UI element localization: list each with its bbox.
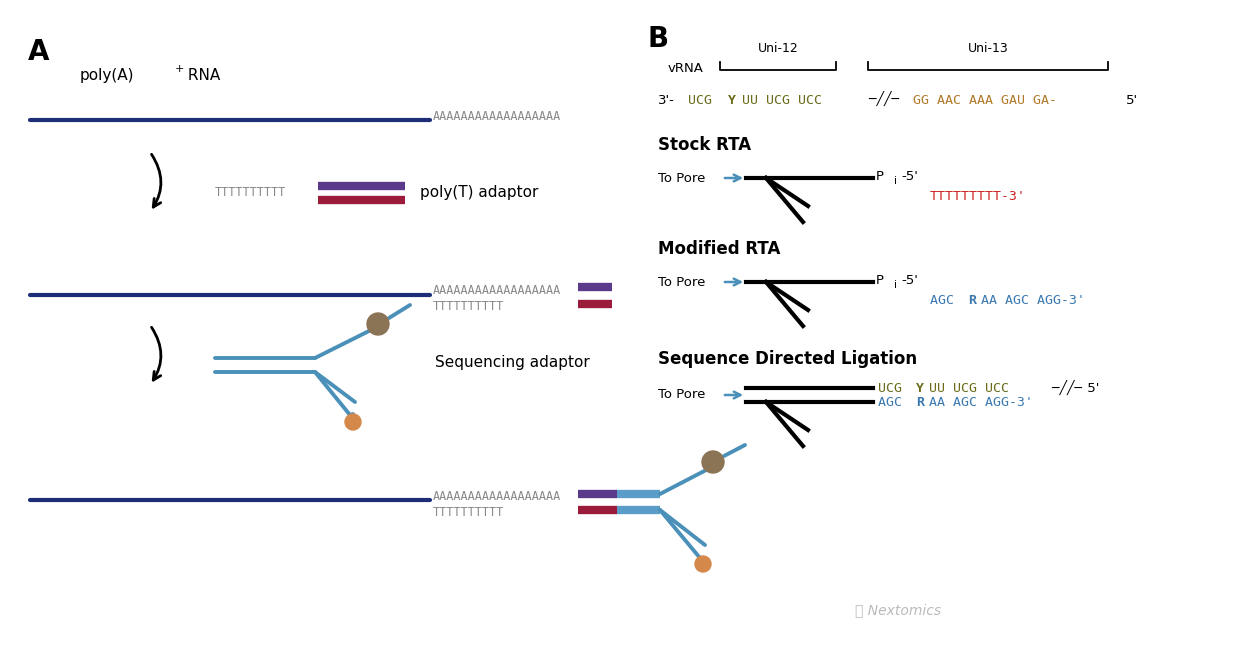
Text: TTTTTTTTTT: TTTTTTTTTT (434, 300, 504, 313)
Text: TTTTTTTTT-3': TTTTTTTTT-3' (930, 189, 1026, 202)
Circle shape (345, 414, 361, 430)
Circle shape (702, 451, 724, 473)
Text: Modified RTA: Modified RTA (658, 240, 781, 258)
Text: A: A (28, 38, 50, 66)
Text: vRNA: vRNA (668, 62, 704, 75)
Text: i: i (893, 176, 897, 186)
Text: poly(T) adaptor: poly(T) adaptor (420, 185, 539, 200)
Circle shape (367, 313, 388, 335)
Text: To Pore: To Pore (658, 275, 705, 288)
Text: RNA: RNA (183, 68, 221, 83)
Text: ─╱╱─: ─╱╱─ (1048, 379, 1083, 395)
Circle shape (695, 556, 710, 572)
Text: AAAAAAAAAAAAAAAAAA: AAAAAAAAAAAAAAAAAA (434, 110, 561, 122)
Text: R: R (916, 396, 923, 409)
Text: GG AAC AAA GAU GA-: GG AAC AAA GAU GA- (913, 93, 1058, 106)
Text: -5': -5' (901, 170, 918, 183)
Text: UCG: UCG (878, 382, 910, 394)
Text: AA AGC AGG-3': AA AGC AGG-3' (928, 396, 1032, 409)
Text: UCG: UCG (688, 93, 720, 106)
Text: Sequencing adaptor: Sequencing adaptor (435, 355, 590, 369)
Text: R: R (969, 294, 976, 307)
Text: poly(A): poly(A) (80, 68, 134, 83)
Text: P: P (876, 170, 885, 183)
Text: 5': 5' (1126, 93, 1138, 106)
Text: Y: Y (916, 382, 923, 394)
Text: 🐌 Nextomics: 🐌 Nextomics (855, 603, 941, 617)
Text: i: i (893, 280, 897, 290)
Text: Uni-13: Uni-13 (967, 42, 1009, 55)
Text: TTTTTTTTTT: TTTTTTTTTT (434, 507, 504, 520)
Text: Uni-12: Uni-12 (758, 42, 798, 55)
Text: B: B (648, 25, 669, 53)
Text: To Pore: To Pore (658, 388, 705, 401)
Text: AGC: AGC (878, 396, 910, 409)
Text: ─╱╱─: ─╱╱─ (865, 91, 903, 106)
Text: -5': -5' (901, 273, 918, 286)
Text: 3'-: 3'- (658, 93, 675, 106)
Text: AAAAAAAAAAAAAAAAAA: AAAAAAAAAAAAAAAAAA (434, 284, 561, 296)
Text: Y: Y (728, 93, 736, 106)
Text: Stock RTA: Stock RTA (658, 136, 751, 154)
Text: To Pore: To Pore (658, 171, 705, 185)
Text: AGC: AGC (930, 294, 962, 307)
Text: 5': 5' (1083, 382, 1099, 394)
Text: AA AGC AGG-3': AA AGC AGG-3' (981, 294, 1085, 307)
Text: +: + (175, 64, 184, 74)
Text: P: P (876, 273, 885, 286)
Text: UU UCG UCC: UU UCG UCC (742, 93, 822, 106)
Text: TTTTTTTTTT: TTTTTTTTTT (216, 185, 286, 198)
Text: AAAAAAAAAAAAAAAAAA: AAAAAAAAAAAAAAAAAA (434, 489, 561, 503)
Text: Sequence Directed Ligation: Sequence Directed Ligation (658, 350, 917, 368)
Text: UU UCG UCC: UU UCG UCC (928, 382, 1009, 394)
